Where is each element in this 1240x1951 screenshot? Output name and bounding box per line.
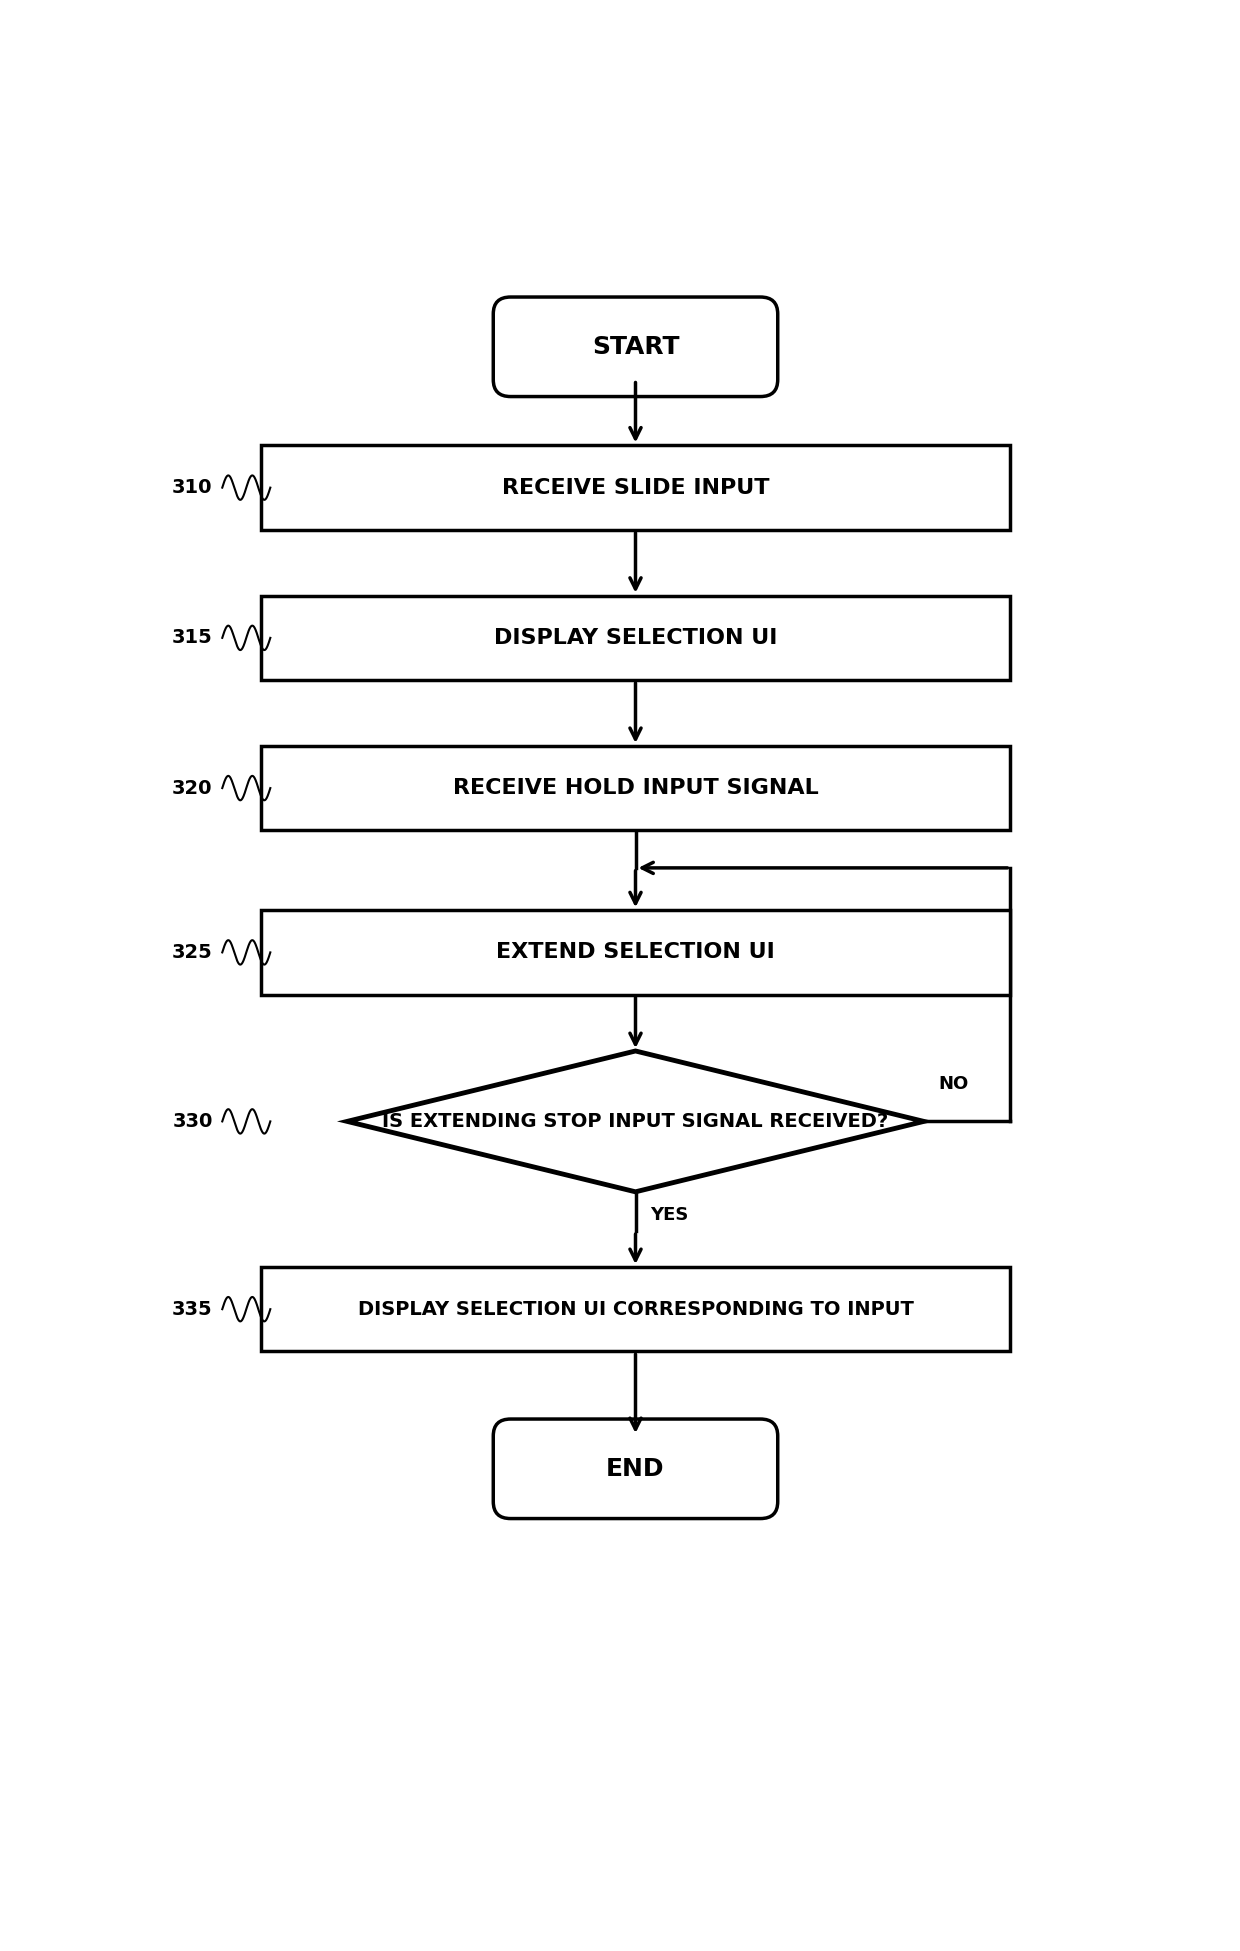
Text: RECEIVE SLIDE INPUT: RECEIVE SLIDE INPUT (502, 478, 769, 498)
Bar (260, 1266, 1011, 1352)
Bar (260, 909, 1011, 995)
Bar (260, 445, 1011, 531)
Bar (260, 745, 1011, 831)
Text: 310: 310 (172, 478, 213, 498)
Text: 320: 320 (172, 778, 213, 798)
Text: END: END (606, 1457, 665, 1481)
Text: DISPLAY SELECTION UI: DISPLAY SELECTION UI (494, 628, 777, 648)
FancyBboxPatch shape (494, 297, 777, 396)
Text: 325: 325 (172, 942, 213, 962)
Text: 315: 315 (172, 628, 213, 648)
Bar (260, 595, 1011, 681)
Text: DISPLAY SELECTION UI CORRESPONDING TO INPUT: DISPLAY SELECTION UI CORRESPONDING TO IN… (357, 1299, 914, 1319)
Text: START: START (591, 336, 680, 359)
FancyBboxPatch shape (494, 1418, 777, 1518)
Polygon shape (347, 1052, 924, 1192)
Text: YES: YES (650, 1206, 688, 1225)
Text: NO: NO (939, 1075, 968, 1093)
Text: 330: 330 (172, 1112, 213, 1132)
Text: IS EXTENDING STOP INPUT SIGNAL RECEIVED?: IS EXTENDING STOP INPUT SIGNAL RECEIVED? (382, 1112, 889, 1132)
Text: EXTEND SELECTION UI: EXTEND SELECTION UI (496, 942, 775, 962)
Text: RECEIVE HOLD INPUT SIGNAL: RECEIVE HOLD INPUT SIGNAL (453, 778, 818, 798)
Text: 335: 335 (172, 1299, 213, 1319)
